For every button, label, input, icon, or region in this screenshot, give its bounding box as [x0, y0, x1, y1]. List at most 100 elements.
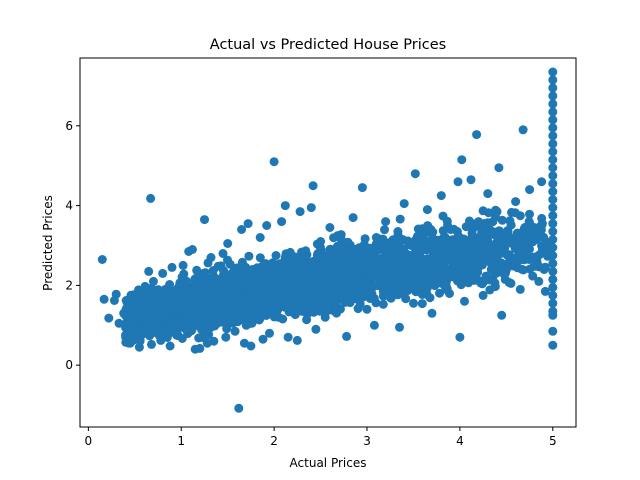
data-point	[450, 264, 460, 274]
data-point	[548, 139, 558, 149]
data-point	[262, 221, 272, 230]
data-point	[405, 281, 415, 291]
data-point	[441, 233, 451, 243]
data-point	[330, 302, 339, 312]
data-point	[99, 294, 109, 304]
data-point	[269, 157, 279, 167]
data-point	[383, 245, 393, 255]
data-point	[221, 332, 231, 342]
data-point	[104, 313, 114, 323]
data-point	[534, 276, 544, 286]
data-point	[306, 203, 316, 213]
data-point	[485, 226, 495, 236]
data-point	[147, 339, 156, 349]
data-point	[277, 217, 287, 227]
data-point	[540, 262, 550, 272]
data-point	[395, 214, 405, 224]
data-point	[404, 238, 414, 248]
data-point	[511, 197, 521, 207]
data-point	[311, 324, 321, 334]
data-point	[424, 263, 434, 273]
data-point	[339, 245, 349, 254]
data-point	[548, 266, 558, 276]
data-point	[329, 233, 339, 243]
data-point	[548, 163, 558, 173]
data-point	[457, 258, 466, 268]
data-point	[461, 250, 471, 259]
data-point	[232, 286, 242, 295]
data-point	[214, 287, 224, 296]
data-point	[331, 273, 341, 283]
data-point	[512, 228, 522, 238]
data-point	[206, 304, 216, 314]
data-point	[392, 241, 401, 251]
data-point	[427, 241, 437, 251]
data-point	[223, 255, 232, 265]
data-point	[385, 292, 395, 302]
data-point	[422, 205, 432, 215]
data-point	[433, 265, 443, 275]
data-point	[251, 314, 261, 324]
data-point	[409, 298, 418, 308]
data-point	[130, 316, 140, 326]
data-point	[292, 335, 302, 345]
data-point	[548, 298, 558, 308]
data-point	[278, 267, 288, 277]
data-point	[192, 265, 202, 275]
data-point	[97, 255, 107, 264]
x-tick-label: 0	[85, 434, 93, 448]
data-point	[548, 187, 558, 197]
data-point	[487, 258, 497, 268]
x-tick-label: 4	[456, 434, 464, 448]
x-axis-title: Actual Prices	[290, 456, 367, 470]
data-point	[529, 223, 539, 232]
data-point	[158, 268, 168, 278]
data-point	[420, 228, 430, 238]
data-point	[506, 278, 516, 288]
data-point	[244, 306, 254, 315]
data-point	[518, 125, 528, 135]
data-point	[172, 330, 182, 340]
data-point	[548, 155, 558, 165]
data-point	[324, 272, 334, 282]
data-point	[313, 272, 323, 282]
data-point	[385, 238, 395, 248]
data-point	[457, 155, 467, 165]
data-point	[255, 233, 265, 242]
data-point	[280, 201, 290, 211]
data-point	[270, 284, 280, 294]
data-point	[422, 289, 432, 299]
data-point	[548, 251, 558, 260]
data-point	[150, 322, 160, 332]
data-point	[380, 225, 389, 235]
data-point	[111, 289, 121, 299]
data-point	[225, 315, 235, 325]
data-point	[548, 258, 558, 268]
data-point	[284, 287, 294, 297]
data-point	[193, 308, 203, 318]
data-point	[259, 302, 268, 312]
data-point	[288, 256, 298, 266]
data-point	[436, 191, 446, 201]
data-point	[378, 299, 388, 309]
data-point	[548, 195, 558, 205]
x-axis-ticks: 0 1 2 3 4 5	[85, 427, 557, 448]
data-point	[404, 270, 414, 280]
data-point	[148, 295, 158, 305]
data-point	[232, 266, 242, 276]
data-point	[469, 272, 479, 282]
data-point	[548, 290, 558, 300]
data-point	[548, 99, 558, 109]
data-point	[218, 249, 228, 258]
data-point	[427, 308, 437, 318]
data-point	[520, 249, 530, 258]
data-point	[357, 183, 367, 193]
data-point	[169, 304, 179, 314]
data-point	[334, 294, 344, 304]
data-point	[484, 208, 494, 218]
data-point	[548, 131, 558, 141]
y-tick-label: 6	[65, 119, 73, 133]
data-point	[209, 336, 219, 346]
data-point	[413, 237, 423, 246]
data-point	[548, 67, 558, 77]
